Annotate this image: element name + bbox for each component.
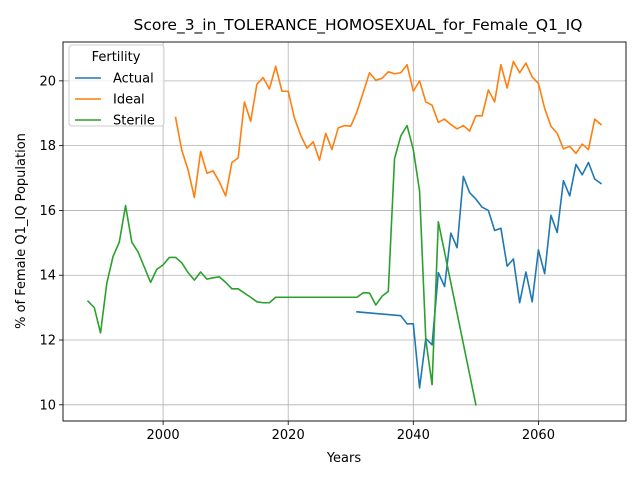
grid	[63, 42, 626, 421]
y-tick-label: 10	[39, 398, 56, 413]
legend-box	[68, 44, 165, 127]
legend: Fertility Actual Ideal Sterile	[68, 44, 165, 129]
series-line-ideal	[174, 60, 603, 199]
y-tick-label: 16	[39, 204, 56, 219]
plot-frame	[62, 41, 627, 422]
x-tick-label: 2000	[147, 428, 180, 443]
x-tick-label: 2040	[397, 428, 430, 443]
y-axis-label: % of Female Q1_IQ Population	[14, 133, 29, 329]
legend-title: Fertility	[92, 50, 141, 65]
y-tick-label: 18	[39, 139, 56, 154]
axis-ticks: 2000 2020 2040 2060 10 12 14 16 18 20	[39, 74, 555, 443]
x-axis-label: Years	[326, 451, 362, 466]
series-line-actual	[356, 161, 603, 389]
chart-title: Score_3_in_TOLERANCE_HOMOSEXUAL_for_Fema…	[134, 16, 583, 35]
y-tick-label: 14	[39, 269, 56, 284]
legend-label-actual: Actual	[113, 72, 154, 87]
series-line-sterile	[86, 124, 477, 406]
y-tick-label: 20	[39, 74, 56, 89]
x-tick-label: 2060	[522, 428, 555, 443]
legend-entries: Actual Ideal Sterile	[75, 72, 155, 129]
x-tick-label: 2020	[272, 428, 305, 443]
legend-label-sterile: Sterile	[113, 114, 155, 129]
series-layer	[86, 60, 603, 406]
y-tick-label: 12	[39, 334, 56, 349]
legend-label-ideal: Ideal	[113, 93, 145, 108]
